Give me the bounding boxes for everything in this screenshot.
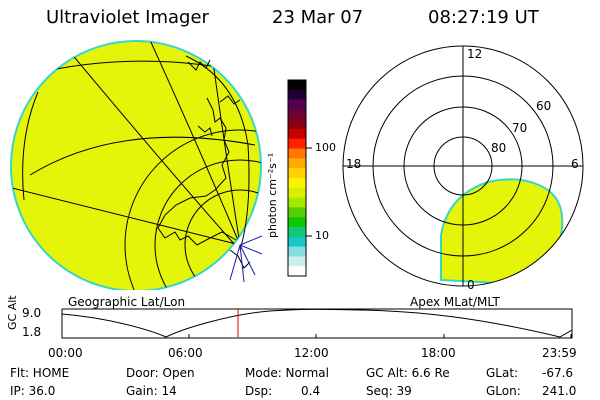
app-title: Ultraviolet Imager	[46, 7, 209, 28]
colorbar-swatch	[288, 217, 306, 228]
status-glon-label: GLon:	[486, 384, 521, 398]
status-dsp-value: 0.4	[301, 384, 321, 398]
colorbar-swatch	[288, 89, 306, 101]
colorbar-swatch	[288, 168, 306, 179]
image-date: 23 Mar 07	[272, 7, 364, 28]
latitude-circle	[124, 129, 261, 290]
coastline	[187, 59, 211, 71]
orbit-y-axis-label: GC Alt	[6, 295, 19, 330]
colorbar-swatch	[288, 99, 306, 110]
status-door: Door: Open	[126, 366, 195, 380]
mlat-label-70: 70	[512, 121, 527, 135]
colorbar-swatch	[288, 158, 306, 169]
coastline	[229, 249, 251, 269]
geographic-map	[10, 40, 262, 290]
colorbar-swatch	[288, 178, 306, 189]
mlat-label-80: 80	[491, 141, 506, 155]
colorbar-tick-10: 10	[315, 229, 329, 242]
meridian-line	[239, 244, 256, 276]
status-glat-label: GLat:	[486, 366, 519, 380]
colorbar-swatch	[288, 227, 306, 238]
polar-caption: Apex MLat/MLT	[410, 295, 500, 309]
status-mode: Mode: Normal	[245, 366, 329, 380]
colorbar-swatch	[288, 187, 306, 199]
colorbar-swatch	[288, 197, 306, 208]
orbit-x-tick-label: 12:00	[294, 346, 329, 360]
status-ip: IP: 36.0	[10, 384, 56, 398]
latitude-circle	[154, 159, 261, 290]
mlt-label-12: 12	[467, 47, 482, 61]
orbit-y-max: 9.0	[22, 306, 42, 320]
image-time: 08:27:19 UT	[428, 7, 539, 28]
status-dsp-label: Dsp:	[245, 384, 273, 398]
colorbar-swatch	[288, 109, 306, 120]
colorbar-swatch	[288, 119, 306, 130]
longitude-line	[149, 41, 241, 246]
meridian-line	[239, 235, 262, 246]
status-glat-value: -67.6	[542, 366, 574, 380]
colorbar-swatch	[288, 236, 306, 248]
colorbar-frame	[287, 79, 307, 277]
meridian-line	[239, 244, 245, 283]
status-seq: Seq: 39	[366, 384, 412, 398]
earth-limb	[185, 55, 250, 251]
meridian-line	[239, 244, 262, 255]
colorbar-unit-label: photon cm⁻²s⁻¹	[266, 152, 279, 238]
mlt-label-6: 6	[571, 157, 579, 171]
orbit-y-min: 1.8	[22, 325, 42, 339]
colorbar	[287, 79, 312, 277]
orbit-x-ticks	[61, 334, 572, 338]
orbit-x-tick-label: 23:59	[542, 346, 577, 360]
orbit-x-tick-label: 18:00	[421, 346, 456, 360]
colorbar-swatch	[288, 207, 306, 218]
colorbar-swatch	[288, 129, 306, 140]
colorbar-swatch	[288, 266, 306, 277]
altitude-curve	[62, 309, 572, 338]
coastline	[197, 125, 213, 137]
mlat-label-60: 60	[536, 99, 551, 113]
longitude-line	[59, 41, 236, 246]
mlt-label-0: 0	[467, 278, 475, 292]
geographic-caption: Geographic Lat/Lon	[68, 295, 186, 309]
latitude-circle	[184, 189, 261, 290]
polar-plot: 12 18 6 0 60 70 80	[342, 45, 584, 292]
orbit-x-tick-label: 06:00	[168, 346, 203, 360]
colorbar-swatch	[288, 246, 306, 257]
status-flight: Flt: HOME	[10, 366, 70, 380]
colorbar-swatch	[288, 148, 306, 159]
auroral-image-disk	[10, 40, 262, 290]
colorbar-swatch	[288, 256, 306, 267]
colorbar-tick-100: 100	[315, 141, 336, 154]
meridian-line	[229, 244, 241, 281]
colorbar-swatch	[288, 80, 306, 91]
status-gc-alt: GC Alt: 6.6 Re	[366, 366, 450, 380]
earth-limb	[22, 91, 39, 201]
orbit-plot-frame	[61, 308, 573, 339]
coastline	[157, 97, 237, 246]
orbit-x-tick-label: 00:00	[48, 346, 83, 360]
latitude-line	[29, 136, 256, 176]
orbit-plot	[61, 308, 573, 339]
polar-grid	[342, 45, 584, 287]
mlt-label-18: 18	[346, 157, 361, 171]
status-glon-value: 241.0	[542, 384, 577, 398]
status-gain: Gain: 14	[126, 384, 177, 398]
colorbar-swatch	[288, 138, 306, 150]
coastline	[219, 95, 241, 105]
pole-lines	[229, 235, 262, 283]
